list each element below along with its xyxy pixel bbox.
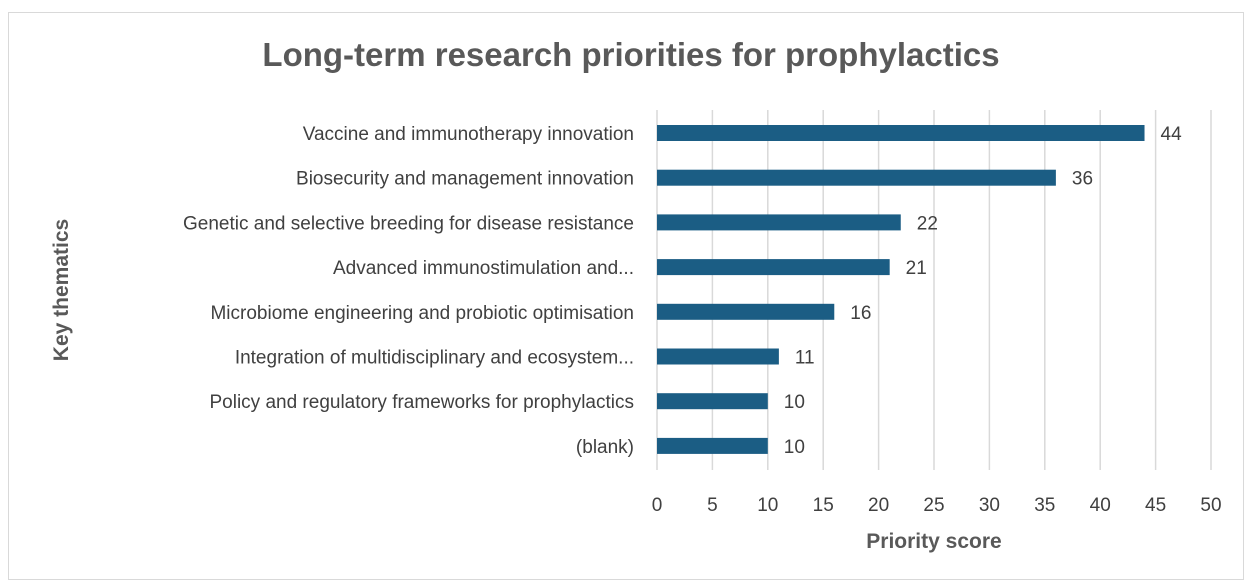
category-label: Vaccine and immunotherapy innovation [303, 124, 634, 145]
data-label: 10 [784, 437, 805, 458]
bar [657, 125, 1145, 141]
x-tick-label: 5 [707, 495, 718, 516]
category-label: Integration of multidisciplinary and eco… [235, 348, 634, 369]
data-label: 11 [795, 348, 815, 369]
x-tick-label: 45 [1145, 495, 1166, 516]
x-tick-label: 10 [757, 495, 778, 516]
category-label: Policy and regulatory frameworks for pro… [209, 392, 634, 413]
x-tick-label: 15 [813, 495, 834, 516]
labels: 0 5 10 15 20 25 30 35 40 45 50 Vaccine and immunoth… [183, 124, 1222, 516]
category-label: Advanced immunostimulation and... [333, 258, 634, 279]
category-label: Microbiome engineering and probiotic opt… [210, 303, 634, 324]
x-tick-label: 40 [1090, 495, 1111, 516]
category-label: Genetic and selective breeding for disea… [183, 213, 634, 234]
category-label: (blank) [576, 437, 634, 458]
x-tick-label: 30 [979, 495, 1000, 516]
y-axis-title: Key thematics [50, 219, 73, 361]
x-axis-title: Priority score [866, 530, 1001, 553]
data-label: 36 [1072, 169, 1093, 190]
bar [657, 303, 835, 320]
gridlines [656, 110, 1212, 470]
bar [657, 437, 768, 454]
bar [657, 214, 901, 231]
chart-frame [8, 12, 1244, 580]
x-tick-label: 20 [868, 495, 889, 516]
bar [657, 348, 779, 365]
bar [657, 259, 890, 276]
x-tick-label: 35 [1034, 495, 1055, 516]
x-tick-label: 25 [923, 495, 944, 516]
category-label: Biosecurity and management innovation [296, 169, 634, 190]
data-label: 22 [917, 213, 938, 234]
data-label: 10 [784, 392, 805, 413]
data-label: 21 [906, 258, 927, 279]
bar [657, 169, 1056, 186]
x-tick-label: 0 [652, 495, 663, 516]
x-tick-label: 50 [1200, 495, 1221, 516]
data-label: 44 [1161, 124, 1183, 145]
chart-title: Long-term research priorities for prophy… [262, 36, 999, 73]
bars [657, 125, 1145, 454]
bar [657, 393, 768, 410]
data-label: 16 [850, 303, 871, 324]
